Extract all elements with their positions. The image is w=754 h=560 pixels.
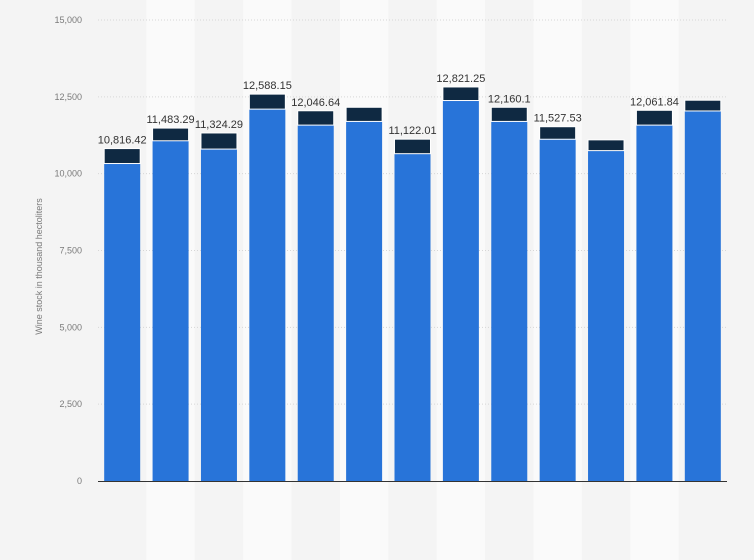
bar-segment-main[interactable] xyxy=(539,139,576,481)
data-label: 11,527.53 xyxy=(534,113,582,125)
bar-segment-top[interactable] xyxy=(490,106,528,122)
bar-segment-main[interactable] xyxy=(491,121,528,482)
bar-segment-main[interactable] xyxy=(297,125,334,481)
y-axis-tick-labels: 0 2,500 5,000 7,500 10,000 12,500 15,000 xyxy=(54,15,82,486)
bar-segment-top[interactable] xyxy=(200,132,238,150)
bar-segment-main[interactable] xyxy=(394,153,431,481)
bar-segment-top[interactable] xyxy=(539,126,577,140)
y-tick-label: 2,500 xyxy=(59,399,82,409)
bar-segment-top[interactable] xyxy=(684,99,722,112)
data-label: 12,160.1 xyxy=(488,93,531,105)
y-tick-label: 5,000 xyxy=(59,322,82,332)
bar-segment-top[interactable] xyxy=(345,106,383,122)
y-tick-label: 12,500 xyxy=(54,92,82,102)
bar-segment-main[interactable] xyxy=(588,150,625,481)
bar-segment-main[interactable] xyxy=(442,100,479,481)
data-label: 11,122.01 xyxy=(388,125,436,137)
bar-segment-main[interactable] xyxy=(249,109,286,482)
bar-segment-top[interactable] xyxy=(442,86,480,102)
data-label: 11,324.29 xyxy=(195,119,243,131)
bar-segment-main[interactable] xyxy=(636,125,673,481)
bar-segment-top[interactable] xyxy=(248,93,286,110)
y-tick-label: 10,000 xyxy=(54,169,82,179)
y-axis-title: Wine stock in thousand hectoliters xyxy=(34,198,44,335)
data-label: 12,046.64 xyxy=(291,97,340,109)
data-label: 12,821.25 xyxy=(436,73,485,85)
bar-segment-top[interactable] xyxy=(103,148,141,165)
y-tick-label: 7,500 xyxy=(59,246,82,256)
y-tick-label: 0 xyxy=(77,476,82,486)
y-tick-label: 15,000 xyxy=(54,15,82,25)
data-label: 10,816.42 xyxy=(98,135,147,147)
bar-segment-top[interactable] xyxy=(394,138,431,155)
data-label: 11,483.29 xyxy=(147,114,195,126)
bar-segment-top[interactable] xyxy=(152,127,190,142)
bars xyxy=(103,86,722,482)
bar-segment-main[interactable] xyxy=(152,140,189,482)
bar-segment-top[interactable] xyxy=(587,139,625,152)
bar-segment-main[interactable] xyxy=(346,121,383,482)
data-label: 12,588.15 xyxy=(243,80,292,92)
bar-segment-top[interactable] xyxy=(635,109,673,126)
bar-segment-top[interactable] xyxy=(297,110,335,126)
bar-segment-main[interactable] xyxy=(200,149,237,481)
data-label: 12,061.84 xyxy=(630,96,679,108)
bar-segment-main[interactable] xyxy=(104,163,141,482)
bar-segment-main[interactable] xyxy=(684,110,721,481)
